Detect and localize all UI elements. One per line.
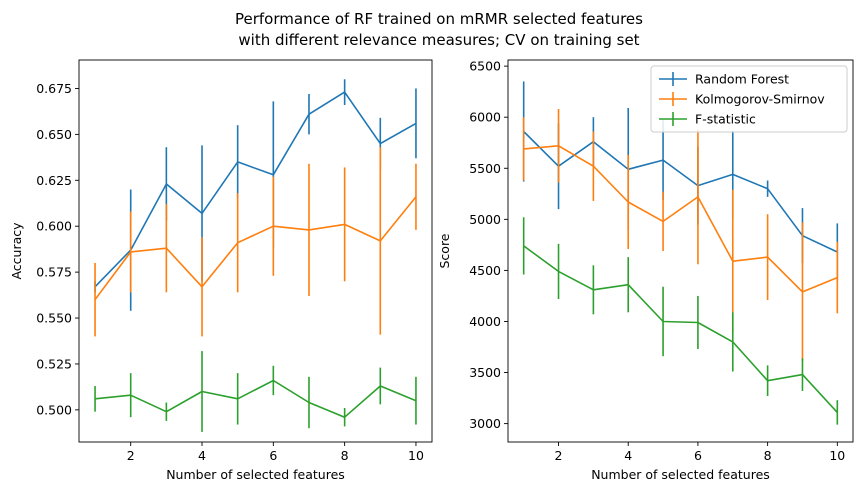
series-2 xyxy=(524,109,838,361)
x-tick-label: 2 xyxy=(555,448,563,463)
series-3 xyxy=(524,217,838,424)
y-axis-label: Accuracy xyxy=(9,222,24,280)
x-tick-label: 2 xyxy=(127,448,135,463)
y-tick-label: 0.575 xyxy=(36,265,72,280)
y-tick-label: 0.525 xyxy=(36,356,72,371)
y-axis-label: Score xyxy=(437,233,452,268)
legend-label: F-statistic xyxy=(695,112,756,127)
x-tick-label: 8 xyxy=(764,448,772,463)
series-line xyxy=(95,381,416,418)
y-tick-label: 3500 xyxy=(469,365,501,380)
y-tick-label: 0.500 xyxy=(36,402,72,417)
x-tick-label: 4 xyxy=(624,448,632,463)
y-tick-label: 6500 xyxy=(469,59,501,74)
y-tick-label: 0.550 xyxy=(36,311,72,326)
y-tick-label: 3000 xyxy=(469,416,501,431)
x-tick-label: 6 xyxy=(694,448,702,463)
x-tick-label: 8 xyxy=(341,448,349,463)
y-tick-label: 4000 xyxy=(469,314,501,329)
y-tick-label: 0.625 xyxy=(36,173,72,188)
legend-label: Kolmogorov-Smirnov xyxy=(695,92,825,107)
series-line xyxy=(524,246,838,413)
y-tick-label: 6000 xyxy=(469,110,501,125)
series-line xyxy=(95,197,416,300)
series-line xyxy=(95,92,416,287)
score-subplot: 2 4 6 8 10 3000 3500 4000 4500 5000 5500 6000 6500 Nu… xyxy=(437,59,853,482)
legend-label: Random Forest xyxy=(695,72,789,87)
figure-title-line-2: with different relevance measures; CV on… xyxy=(238,31,639,49)
figure-title-line-1: Performance of RF trained on mRMR select… xyxy=(235,10,643,28)
y-tick-label: 0.675 xyxy=(36,81,72,96)
y-tick-label: 5000 xyxy=(469,212,501,227)
x-tick-label: 6 xyxy=(269,448,277,463)
y-tick-label: 0.600 xyxy=(36,219,72,234)
legend: Random Forest Kolmogorov-Smirnov F-statist… xyxy=(651,66,847,132)
series-3 xyxy=(95,351,416,432)
y-tick-label: 4500 xyxy=(469,263,501,278)
x-tick-label: 10 xyxy=(408,448,424,463)
x-tick-label: 10 xyxy=(829,448,845,463)
y-tick-label: 5500 xyxy=(469,161,501,176)
accuracy-subplot: 2 4 6 8 10 0.500 0.525 0.550 0.575 0.600 0.625 0.65… xyxy=(9,60,432,482)
series-2 xyxy=(95,147,416,336)
x-axis-label: Number of selected features xyxy=(591,467,770,482)
x-axis-label: Number of selected features xyxy=(166,467,345,482)
series-line xyxy=(524,132,838,253)
x-tick-label: 4 xyxy=(198,448,206,463)
y-tick-label: 0.650 xyxy=(36,127,72,142)
series-1 xyxy=(95,79,416,310)
